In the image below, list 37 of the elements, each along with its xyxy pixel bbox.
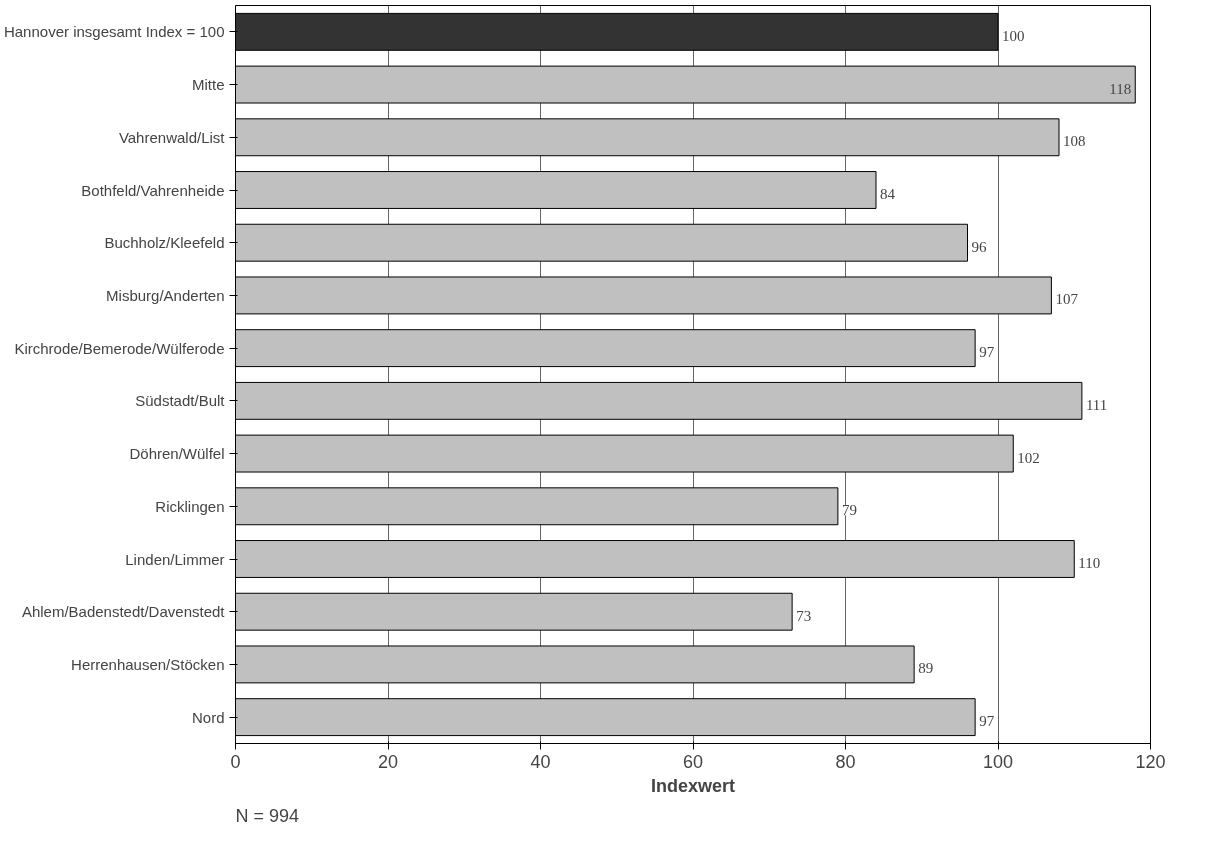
x-tick-label: 100 <box>982 751 1014 772</box>
x-tick-label: 0 <box>230 751 241 772</box>
x-axis-title: Indexwert <box>650 775 736 796</box>
text: N = 994 <box>235 805 300 826</box>
data-label: 97 <box>979 713 995 730</box>
data-label: 102 <box>1017 449 1040 466</box>
y-tick-label: Misburg/Anderten <box>106 286 225 304</box>
y-tick-label: Bothfeld/Vahrenheide <box>81 181 225 199</box>
data-label: 107 <box>1055 291 1079 308</box>
data-label: 118 <box>1109 80 1132 97</box>
y-tick-label: Südstadt/Bult <box>135 392 226 410</box>
y-tick-label: Herrenhausen/Stöcken <box>71 655 225 673</box>
x-tick-label: 80 <box>835 751 856 772</box>
x-tick-label: 20 <box>377 751 399 772</box>
x-tick-label: 120 <box>1135 751 1166 772</box>
y-tick-label: Nord <box>191 708 225 726</box>
data-label: 96 <box>971 238 987 255</box>
data-label: 73 <box>796 607 812 624</box>
y-tick-label: Hannover insgesamt Index = 100 <box>3 23 225 41</box>
y-tick-label: Linden/Limmer <box>125 550 225 568</box>
y-tick-label: Ricklingen <box>155 497 225 515</box>
data-label: 100 <box>1002 27 1025 44</box>
data-label: 108 <box>1063 133 1086 150</box>
data-label: 89 <box>918 660 934 677</box>
y-tick-label: Kirchrode/Bemerode/Wülferode <box>14 339 225 357</box>
data-label: 84 <box>880 186 896 202</box>
x-tick-label: 60 <box>682 751 704 772</box>
x-tick-label: 40 <box>530 751 551 772</box>
y-tick-label: Ahlem/Badenstedt/Davenstedt <box>21 603 226 621</box>
y-tick-label: Mitte <box>192 76 225 94</box>
y-tick-label: Buchholz/Kleefeld <box>104 234 225 252</box>
data-label: 110 <box>1078 555 1101 571</box>
data-label: 97 <box>979 344 995 361</box>
data-label: 111 <box>1085 396 1108 413</box>
y-tick-label: Döhren/Wülfel <box>129 445 225 463</box>
y-tick-label: Vahrenwald/List <box>118 128 226 146</box>
data-label: 79 <box>841 502 857 519</box>
